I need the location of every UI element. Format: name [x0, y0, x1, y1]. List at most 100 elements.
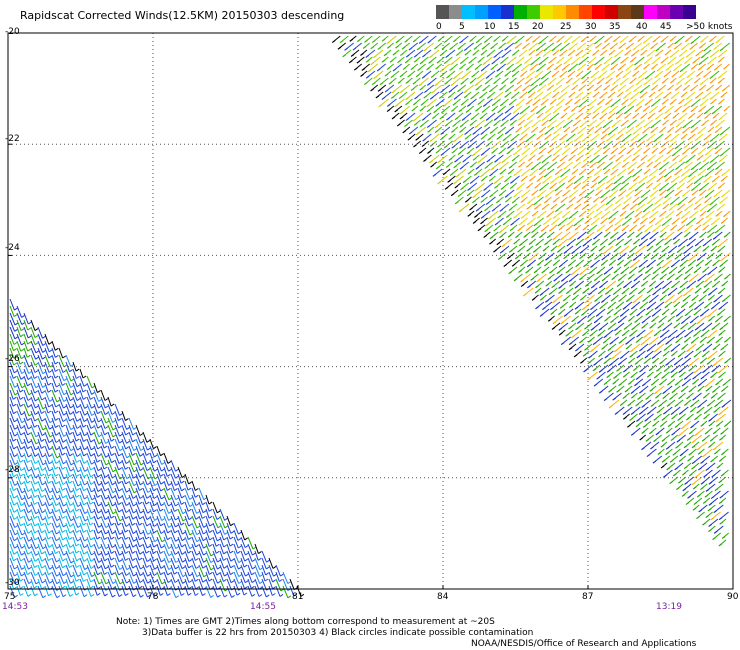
wind-barb-flag — [70, 518, 75, 522]
wind-barb — [114, 494, 119, 505]
wind-barb-flag — [555, 192, 559, 196]
wind-barb-flag — [489, 236, 494, 240]
wind-barb-flag — [707, 187, 712, 191]
wind-barb-flag — [687, 327, 692, 331]
wind-barb-flag — [35, 385, 40, 389]
wind-barb-flag — [568, 326, 572, 330]
wind-barb — [44, 424, 51, 438]
wind-barb-flag — [423, 158, 427, 162]
colorbar-label: 20 — [532, 22, 544, 32]
wind-barb-flag — [543, 174, 548, 178]
wind-barb-flag — [244, 545, 249, 549]
wind-barb-flag — [587, 339, 592, 343]
wind-barb-flag — [484, 124, 488, 128]
wind-barb-flag — [665, 341, 669, 345]
wind-barb-flag — [680, 305, 685, 308]
wind-barb-flag — [635, 403, 639, 407]
wind-barb — [135, 466, 141, 478]
wind-barb-flag — [174, 509, 178, 512]
wind-barb-flag — [28, 546, 32, 550]
wind-barb — [65, 515, 71, 527]
wind-barb-flag — [27, 474, 31, 478]
wind-barb-flag — [539, 188, 543, 191]
wind-barb-flag — [527, 264, 531, 268]
wind-barb-flag — [660, 60, 665, 64]
wind-barb-flag — [622, 159, 627, 163]
wind-barb-flag — [703, 111, 708, 115]
wind-barb — [121, 445, 128, 458]
wind-barb-flag — [666, 277, 671, 281]
wind-barb-flag — [664, 110, 668, 114]
wind-barb-flag — [686, 417, 690, 421]
wind-barb-flag — [202, 516, 206, 519]
wind-barb-flag — [606, 375, 610, 379]
wind-barb-flag — [622, 222, 626, 226]
wind-barb — [212, 536, 217, 547]
wind-barb-flag — [568, 94, 572, 98]
wind-barb-flag — [83, 529, 87, 533]
wind-barb — [86, 466, 92, 478]
wind-barb-flag — [437, 38, 442, 42]
wind-barb-flag — [13, 419, 18, 423]
wind-barb — [156, 445, 161, 456]
wind-barb-flag — [27, 335, 32, 339]
wind-barb-flag — [724, 360, 728, 364]
wind-barb-flag — [89, 522, 94, 526]
wind-barb — [9, 543, 15, 555]
wind-barb-flag — [468, 60, 472, 64]
wind-barb — [44, 473, 49, 484]
wind-barb-flag — [704, 116, 708, 119]
wind-barb — [9, 508, 15, 520]
wind-barb-flag — [678, 101, 682, 105]
wind-barb — [37, 543, 43, 555]
wind-barb-flag — [617, 262, 621, 266]
wind-barb-flag — [525, 101, 530, 105]
wind-barb-flag — [83, 433, 88, 437]
wind-barb — [184, 536, 191, 549]
wind-barb-flag — [599, 95, 603, 99]
wind-barb-flag — [557, 244, 562, 248]
wind-barb — [9, 389, 14, 400]
wind-barb-flag — [708, 292, 712, 296]
wind-barb-flag — [460, 61, 464, 65]
wind-barb-flag — [636, 334, 640, 338]
wind-barb — [37, 515, 42, 526]
wind-barb — [37, 431, 42, 442]
wind-barb — [107, 396, 112, 407]
wind-barb-flag — [602, 46, 606, 50]
wind-barb-flag — [587, 314, 592, 317]
wind-barb — [156, 515, 161, 526]
wind-barb-flag — [34, 370, 39, 373]
wind-barb-flag — [587, 172, 591, 175]
wind-barb-flag — [632, 178, 637, 182]
wind-barb-flag — [697, 388, 701, 392]
wind-barb-flag — [551, 48, 556, 52]
wind-barb-flag — [557, 223, 562, 227]
wind-barb-flag — [27, 327, 31, 331]
wind-barb-flag — [381, 97, 386, 100]
wind-barb-flag — [628, 271, 633, 274]
wind-barb-flag — [709, 80, 714, 84]
wind-barb-flag — [459, 129, 463, 133]
wind-barb-flag — [133, 538, 137, 542]
colorbar-segment — [462, 5, 475, 19]
wind-barb-flag — [496, 200, 500, 204]
wind-barb-flag — [217, 525, 222, 529]
wind-barb — [30, 508, 35, 519]
wind-barb-flag — [34, 335, 39, 339]
wind-barb — [44, 445, 50, 457]
wind-barb-flag — [629, 333, 633, 337]
wind-barb-flag — [223, 537, 227, 541]
wind-barb-flag — [466, 151, 471, 155]
wind-barb — [16, 424, 22, 436]
wind-barb-flag — [598, 248, 603, 252]
wind-barb-flag — [400, 53, 404, 56]
wind-barb-flag — [610, 151, 615, 155]
wind-barb — [79, 424, 85, 436]
wind-barb-flag — [384, 89, 389, 93]
wind-barb-flag — [167, 487, 171, 491]
wind-barb-flag — [693, 502, 698, 505]
wind-barb-flag — [659, 172, 663, 176]
wind-barb-flag — [622, 396, 627, 399]
wind-barb-flag — [526, 164, 530, 168]
